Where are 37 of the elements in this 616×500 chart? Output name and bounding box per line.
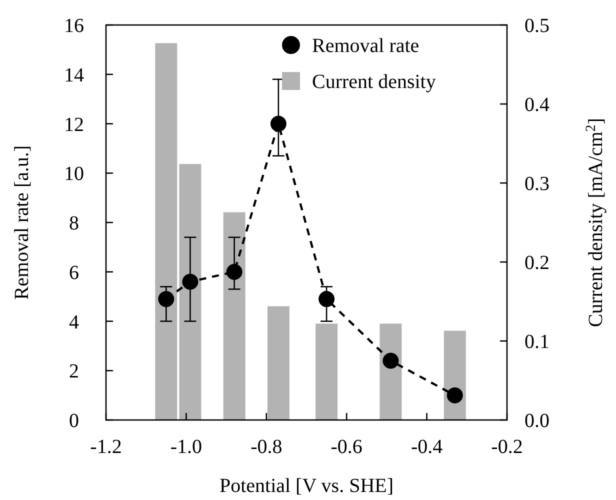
y-tick-label: 16: [64, 15, 84, 37]
y2-tick-label: 0.0: [524, 410, 550, 432]
x-tick-label: -0.6: [330, 436, 362, 458]
y2-tick-label: 0.5: [524, 15, 550, 37]
y2-tick-label: 0.1: [524, 331, 550, 353]
y2-tick-label: 0.4: [524, 94, 550, 116]
bar: [267, 306, 290, 420]
bar: [316, 324, 338, 420]
point: [382, 352, 399, 369]
bar: [223, 212, 246, 420]
y-axis-title: Removal rate [a.u.]: [11, 145, 33, 300]
x-tick-label: -1.0: [170, 436, 202, 458]
point: [446, 387, 463, 404]
point: [318, 291, 335, 308]
x-tick-label: -0.2: [491, 436, 523, 458]
y-tick-label: 2: [69, 360, 79, 383]
y-tick-label: 14: [64, 64, 84, 86]
x-tick-label: -1.2: [90, 436, 122, 458]
point: [270, 116, 286, 132]
y-tick-label: 10: [64, 163, 84, 186]
y-tick-label: 4: [69, 311, 79, 334]
y-tick-label: 6: [69, 262, 79, 284]
x-axis-title: Potential [V vs. SHE]: [219, 475, 394, 497]
point: [158, 291, 174, 308]
y-tick-label: 0: [69, 410, 79, 432]
bar: [179, 164, 202, 420]
point: [182, 274, 198, 290]
legend-label: Current density: [312, 71, 436, 93]
bar: [155, 43, 178, 420]
y-tick-label: 12: [64, 114, 84, 136]
y2-tick-label: 0.3: [524, 173, 550, 195]
x-tick-label: -0.4: [410, 436, 443, 458]
point: [226, 264, 242, 280]
y-tick-label: 8: [69, 212, 79, 234]
legend-label: Removal rate: [312, 35, 420, 57]
x-tick-label: -0.8: [250, 436, 282, 458]
y2-tick-label: 0.2: [524, 252, 550, 274]
